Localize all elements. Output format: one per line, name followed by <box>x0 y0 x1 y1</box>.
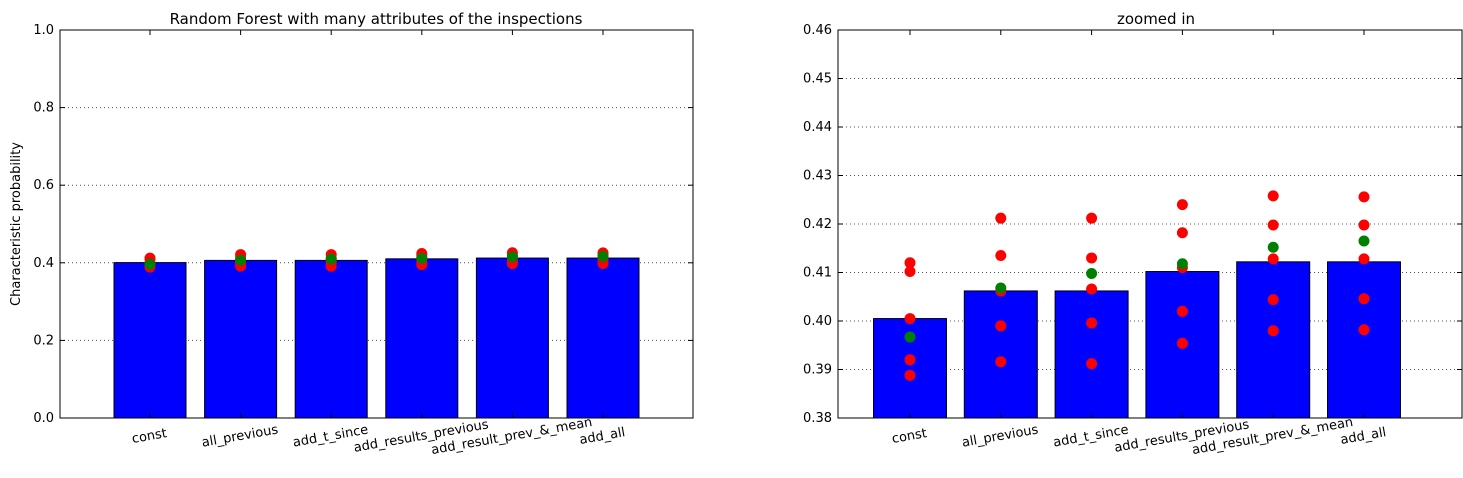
right-chart-panel: zoomed in 0.38 0.39 0.40 0.41 0.42 0.43 0.44 0.… <box>803 10 1463 458</box>
y-tick-label: 0.41 <box>803 266 832 281</box>
bar <box>204 259 278 419</box>
green-data-point <box>144 258 156 270</box>
bar <box>113 262 187 419</box>
y-tick-label: 0.44 <box>803 120 832 135</box>
y-tick-label: 0.45 <box>803 72 832 87</box>
green-data-point <box>235 254 247 266</box>
chart-title: zoomed in <box>1117 10 1195 28</box>
red-data-point <box>1358 191 1370 203</box>
red-data-point <box>1267 325 1279 337</box>
y-tick-label: 0.39 <box>803 363 832 378</box>
bar <box>1054 290 1129 419</box>
green-data-point <box>1267 241 1279 253</box>
x-tick-label: all_previous <box>961 422 1040 450</box>
y-tick-label: 0.6 <box>33 178 54 193</box>
y-tick-label: 0.0 <box>33 411 54 426</box>
red-data-point <box>1358 293 1370 305</box>
red-data-point <box>1086 212 1098 224</box>
green-data-point <box>506 251 518 263</box>
red-data-point <box>1086 252 1098 264</box>
red-data-point <box>1358 253 1370 265</box>
y-tick-label: 0.43 <box>803 169 832 184</box>
red-data-point <box>904 369 916 381</box>
red-data-point <box>995 320 1007 332</box>
y-tick-label: 0.8 <box>33 101 54 116</box>
red-data-point <box>1176 227 1188 239</box>
bar <box>1327 261 1401 419</box>
y-axis-label: Characteristic probability <box>9 142 24 306</box>
green-data-point <box>1086 267 1098 279</box>
red-data-point <box>1267 219 1279 231</box>
bar <box>475 257 549 419</box>
axes-frame <box>59 29 694 419</box>
left-chart-panel: Random Forest with many attributes of th… <box>9 10 694 458</box>
y-tick-label: 0.40 <box>803 314 832 329</box>
y-tick-label: 0.2 <box>33 333 54 348</box>
green-data-point <box>325 253 337 265</box>
green-data-point <box>1358 235 1370 247</box>
red-data-point <box>1086 358 1098 370</box>
y-tick-label: 0.46 <box>803 23 832 38</box>
red-data-point <box>904 313 916 325</box>
red-data-point <box>1176 305 1188 317</box>
red-data-point <box>1176 199 1188 211</box>
red-data-point <box>1086 283 1098 295</box>
chart-title: Random Forest with many attributes of th… <box>170 10 583 28</box>
x-tick-label: const <box>891 426 928 447</box>
red-data-point <box>1358 324 1370 336</box>
red-data-point <box>995 250 1007 262</box>
red-data-point <box>1267 294 1279 306</box>
green-data-point <box>416 252 428 264</box>
y-tick-label: 1.0 <box>33 23 54 38</box>
red-data-point <box>1086 317 1098 329</box>
red-data-point <box>995 212 1007 224</box>
green-data-point <box>904 331 916 343</box>
red-data-point <box>1176 337 1188 349</box>
red-data-point <box>1267 190 1279 202</box>
red-data-point <box>904 266 916 278</box>
red-data-point <box>904 354 916 366</box>
y-tick-label: 0.4 <box>33 256 54 271</box>
bar <box>566 257 640 419</box>
bar <box>1236 261 1311 419</box>
bar <box>294 259 368 419</box>
axes-frame <box>837 29 1463 419</box>
x-tick-label: const <box>131 426 168 447</box>
bar <box>385 258 459 419</box>
y-tick-label: 0.38 <box>803 411 832 426</box>
y-tick-label: 0.42 <box>803 217 832 232</box>
bar <box>963 290 1038 419</box>
green-data-point <box>1176 258 1188 270</box>
green-data-point <box>597 250 609 262</box>
red-data-point <box>995 356 1007 368</box>
red-data-point <box>1358 219 1370 231</box>
red-data-point <box>1267 253 1279 265</box>
green-data-point <box>995 282 1007 294</box>
x-tick-label: all_previous <box>201 422 280 450</box>
